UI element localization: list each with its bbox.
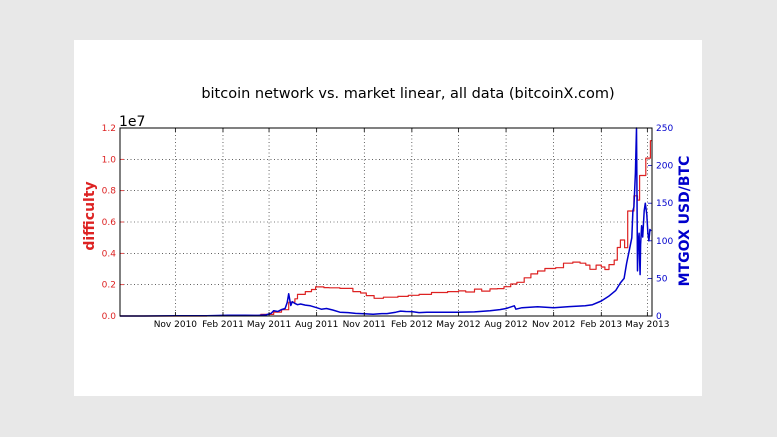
- y2-tick-label: 150: [656, 199, 673, 209]
- plot-frame: [119, 127, 653, 317]
- x-tick-label: Nov 2012: [532, 320, 575, 330]
- chart: bitcoin network vs. market linear, all d…: [82, 86, 693, 330]
- y-tick-label: 1.0: [102, 155, 117, 165]
- x-tick-label: Aug 2012: [484, 320, 527, 330]
- grid-lines: [120, 128, 652, 316]
- y-tick-label: 0.6: [102, 218, 117, 228]
- x-tick-label: Aug 2011: [295, 320, 338, 330]
- y-axis-label: difficulty: [82, 181, 98, 250]
- x-tick-label: Nov 2011: [343, 320, 386, 330]
- x-tick-label: Feb 2012: [391, 320, 433, 330]
- x-tick-label: Feb 2013: [580, 320, 622, 330]
- y-axis-offset-label: 1e7: [119, 114, 145, 130]
- y-tick-label: 0.4: [102, 249, 117, 259]
- x-tick-label: May 2013: [625, 320, 669, 330]
- y-tick-label: 1.2: [102, 124, 116, 134]
- y2-tick-label: 50: [656, 274, 668, 284]
- ticks: Nov 2010 Feb 2011 May 2011 Aug 2011 Nov 2011…: [102, 124, 674, 330]
- y2-tick-label: 250: [656, 124, 673, 134]
- difficulty-series-line: [120, 140, 652, 317]
- price-series-line: [120, 127, 652, 317]
- x-tick-label: May 2012: [436, 320, 480, 330]
- y2-tick-label: 100: [656, 237, 673, 247]
- x-tick-label: Feb 2011: [202, 320, 244, 330]
- chart-card: bitcoin network vs. market linear, all d…: [74, 40, 702, 396]
- y-tick-label: 0.0: [102, 312, 117, 322]
- x-tick-label: Nov 2010: [154, 320, 198, 330]
- x-tick-label: May 2011: [247, 320, 291, 330]
- series-layer: [120, 127, 652, 317]
- y2-axis-label: MTGOX USD/BTC: [677, 156, 693, 287]
- y-tick-label: 0.2: [102, 281, 116, 291]
- y-tick-label: 0.8: [102, 187, 117, 197]
- chart-title: bitcoin network vs. market linear, all d…: [201, 86, 614, 102]
- y2-tick-label: 200: [656, 162, 673, 172]
- y2-tick-label: 0: [656, 312, 662, 322]
